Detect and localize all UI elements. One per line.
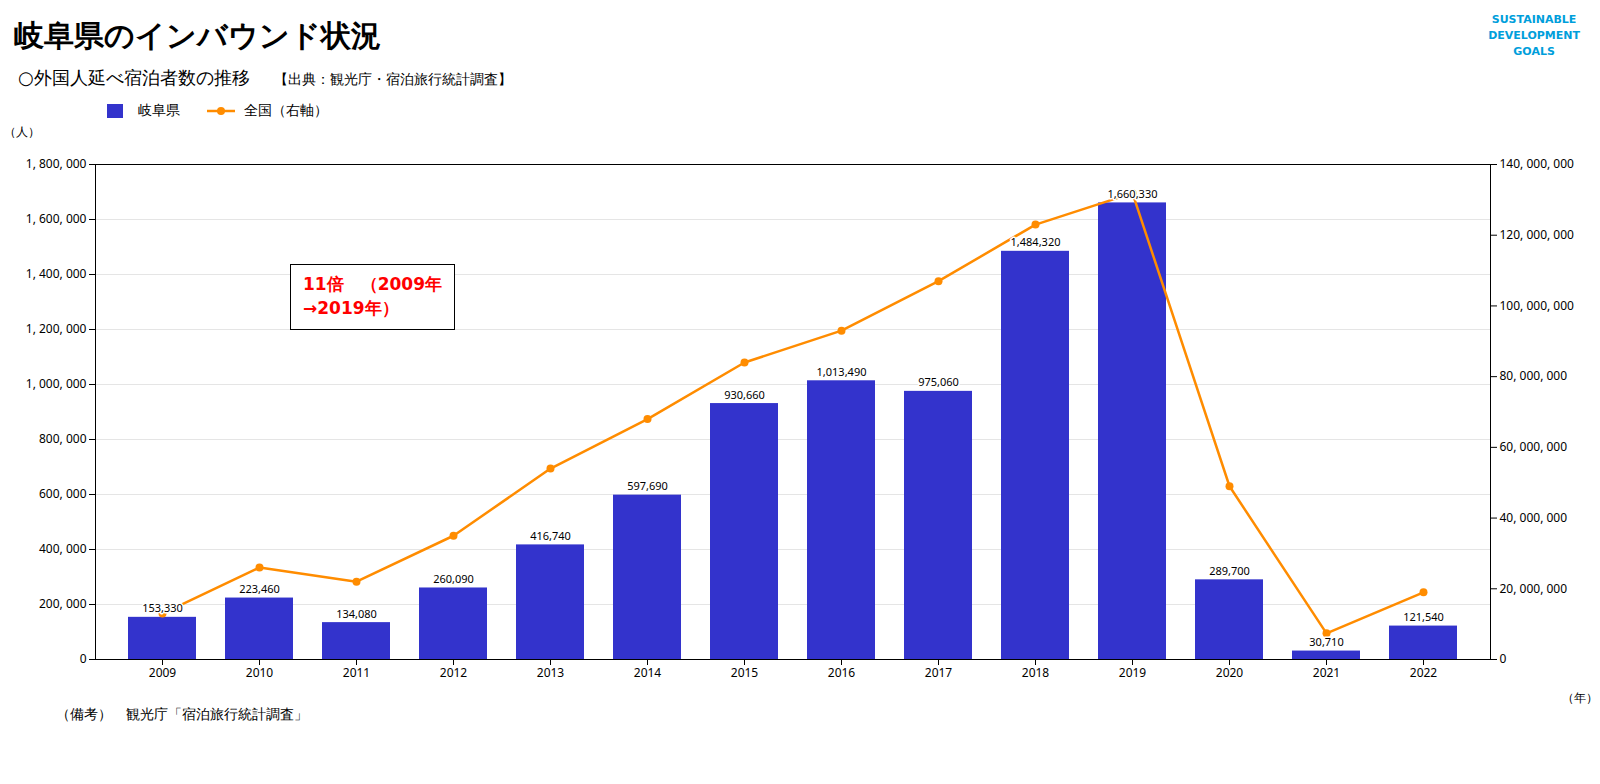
html-text:全国（右軸）: 全国（右軸）	[244, 102, 328, 118]
svg-text:30,710: 30,710	[1309, 634, 1343, 649]
svg-text:2010: 2010	[246, 664, 274, 681]
svg-text:1, 200, 000: 1, 200, 000	[26, 320, 87, 337]
html-text:岐阜県: 岐阜県	[138, 102, 180, 118]
svg-text:80, 000, 000: 80, 000, 000	[1500, 367, 1568, 384]
svg-text:40, 000, 000: 40, 000, 000	[1500, 509, 1568, 526]
svg-text:100, 000, 000: 100, 000, 000	[1500, 297, 1575, 314]
svg-text:153,330: 153,330	[142, 600, 183, 615]
svg-text:2016: 2016	[828, 664, 856, 681]
svg-text:1,484,320: 1,484,320	[1011, 234, 1061, 249]
svg-text:134,080: 134,080	[336, 606, 377, 621]
svg-text:2019: 2019	[1119, 664, 1147, 681]
svg-text:1, 600, 000: 1, 600, 000	[26, 210, 87, 227]
svg-text:2022: 2022	[1410, 664, 1438, 681]
svg-text:2012: 2012	[440, 664, 468, 681]
html-text:岐阜県のインバウンド状況: 岐阜県のインバウンド状況	[14, 17, 381, 53]
svg-text:1, 400, 000: 1, 400, 000	[26, 265, 87, 282]
svg-text:1,013,490: 1,013,490	[817, 364, 867, 379]
svg-text:260,090: 260,090	[433, 571, 474, 586]
svg-text:1, 800, 000: 1, 800, 000	[26, 155, 87, 172]
svg-text:975,060: 975,060	[918, 374, 959, 389]
svg-text:2018: 2018	[1022, 664, 1050, 681]
svg-text:2021: 2021	[1313, 664, 1340, 681]
html-text:○外国人延べ宿泊者数の推移: ○外国人延べ宿泊者数の推移	[18, 67, 250, 88]
svg-text:（人）: （人）	[4, 124, 40, 140]
html-text:→2019年）: →2019年）	[303, 297, 399, 318]
svg-text:121,540: 121,540	[1403, 609, 1444, 624]
svg-text:2015: 2015	[731, 664, 759, 681]
svg-text:597,690: 597,690	[627, 478, 668, 493]
html-text:GOALS: GOALS	[1513, 45, 1555, 58]
svg-text:400, 000: 400, 000	[39, 540, 87, 557]
html-text:SUSTAINABLE: SUSTAINABLE	[1491, 13, 1577, 27]
svg-text:2020: 2020	[1216, 664, 1244, 681]
svg-text:2009: 2009	[149, 664, 177, 681]
svg-text:800, 000: 800, 000	[39, 430, 87, 447]
svg-text:1,660,330: 1,660,330	[1108, 186, 1158, 201]
svg-text:140, 000, 000: 140, 000, 000	[1500, 155, 1575, 172]
svg-text:2014: 2014	[634, 664, 662, 681]
html-text:DEVELOPMENT: DEVELOPMENT	[1488, 29, 1580, 42]
svg-text:20, 000, 000: 20, 000, 000	[1500, 580, 1568, 597]
svg-text:600, 000: 600, 000	[39, 485, 87, 502]
svg-text:60, 000, 000: 60, 000, 000	[1500, 438, 1568, 455]
svg-text:930,660: 930,660	[724, 387, 765, 402]
svg-text:0: 0	[80, 650, 87, 667]
svg-text:289,700: 289,700	[1209, 563, 1250, 578]
svg-text:2011: 2011	[343, 664, 370, 681]
svg-text:2017: 2017	[925, 664, 953, 681]
html-text:11倍 （2009年: 11倍 （2009年	[303, 274, 442, 294]
svg-text:416,740: 416,740	[530, 528, 571, 543]
svg-text:223,460: 223,460	[239, 581, 280, 596]
svg-text:1, 000, 000: 1, 000, 000	[26, 375, 87, 392]
svg-text:2013: 2013	[537, 664, 565, 681]
svg-text:（年）: （年）	[1562, 689, 1598, 705]
html-text:（備考） 観光庁「宿泊旅行統計調査」: （備考） 観光庁「宿泊旅行統計調査」	[56, 706, 308, 722]
html-text:【出典：観光庁・宿泊旅行統計調査】: 【出典：観光庁・宿泊旅行統計調査】	[273, 71, 512, 87]
svg-text:0: 0	[1500, 650, 1507, 667]
svg-text:200, 000: 200, 000	[39, 595, 87, 612]
svg-text:120, 000, 000: 120, 000, 000	[1500, 226, 1575, 243]
